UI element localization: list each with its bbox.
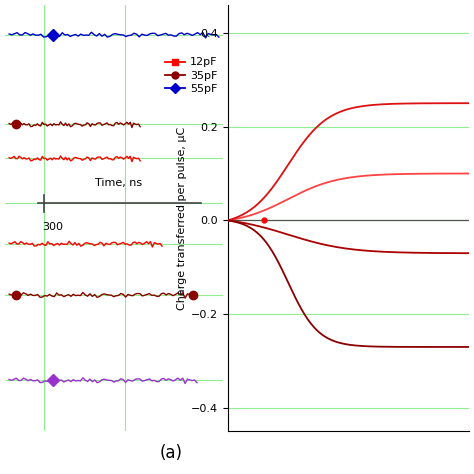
Legend: 12pF, 35pF, 55pF: 12pF, 35pF, 55pF xyxy=(160,53,222,99)
Y-axis label: Charge transferred per pulse, μC: Charge transferred per pulse, μC xyxy=(177,127,187,310)
Text: 300: 300 xyxy=(42,222,64,232)
Text: Time, ns: Time, ns xyxy=(95,178,142,188)
Text: (a): (a) xyxy=(159,444,182,462)
